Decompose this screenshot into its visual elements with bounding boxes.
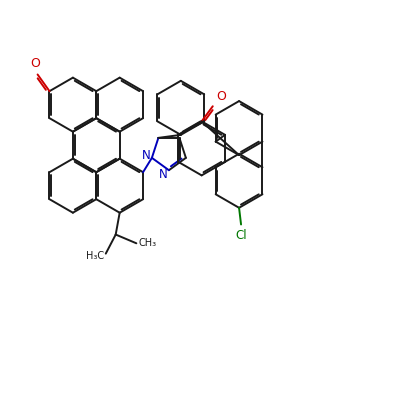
Text: N: N [142, 149, 151, 162]
Text: O: O [216, 90, 226, 103]
Text: N: N [158, 168, 167, 182]
Text: CH₃: CH₃ [138, 238, 156, 248]
Text: O: O [31, 57, 40, 70]
Text: Cl: Cl [235, 229, 247, 242]
Text: H₃C: H₃C [86, 251, 104, 261]
